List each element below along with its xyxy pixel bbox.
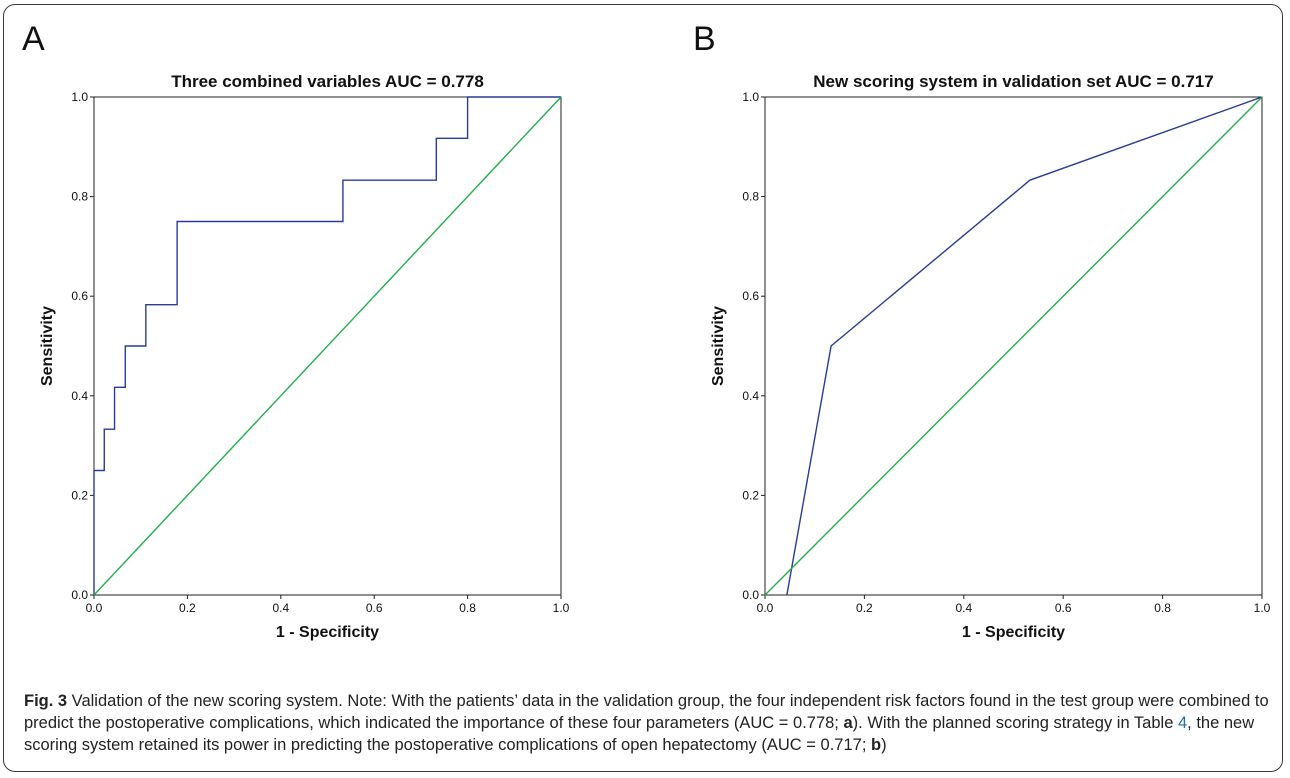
- chart-b-y-tick-label-0: 0.0: [742, 588, 759, 602]
- chart-b-y-tick-label-1: 0.2: [742, 488, 759, 502]
- chart-b-title: New scoring system in validation set AUC…: [813, 72, 1213, 91]
- chart-b-y-tick-label-3: 0.6: [742, 289, 759, 303]
- chart-a-x-axis-label: 1 - Specificity: [276, 624, 379, 641]
- chart-a-y-tick-label-1: 0.2: [71, 488, 88, 502]
- chart-b-x-tick-label-0: 0.0: [757, 601, 774, 615]
- chart-a-title: Three combined variables AUC = 0.778: [171, 72, 484, 91]
- caption-text-2: ). With the planned scoring strategy in …: [852, 714, 1178, 732]
- caption-label: Fig. 3: [24, 692, 68, 710]
- caption-bold-b: b: [871, 736, 882, 754]
- chart-b-plot-frame: [764, 96, 1263, 596]
- chart-a-y-tick-label-5: 1.0: [71, 90, 88, 104]
- chart-b-reference-line: [764, 96, 1263, 596]
- chart-b-x-axis-label: 1 - Specificity: [962, 624, 1065, 641]
- panel-b-letter: B: [693, 20, 716, 58]
- chart-b-roc-curve: [786, 96, 1263, 596]
- chart-a-x-tick-label-3: 0.6: [366, 601, 383, 615]
- chart-a-y-axis-label: Sensitivity: [39, 306, 56, 386]
- panel-a-letter: A: [22, 20, 45, 58]
- chart-b-y-tick-label-5: 1.0: [742, 90, 759, 104]
- chart-b-y-tick-label-2: 0.4: [742, 389, 759, 403]
- chart-a-plot-frame: [93, 96, 562, 596]
- chart-b-y-tick-label-4: 0.8: [742, 190, 759, 204]
- caption-text-4: ): [881, 736, 887, 754]
- chart-b-y-axis-label: Sensitivity: [710, 306, 727, 386]
- chart-b-x-tick-label-1: 0.2: [856, 601, 873, 615]
- chart-b-x-tick-label-5: 1.0: [1254, 601, 1271, 615]
- chart-a-reference-line: [93, 96, 562, 596]
- chart-a-y-tick-label-0: 0.0: [71, 588, 88, 602]
- caption-table-link[interactable]: 4: [1177, 714, 1188, 732]
- chart-a-x-tick-label-5: 1.0: [553, 601, 570, 615]
- chart-a-x-tick-label-2: 0.4: [272, 601, 289, 615]
- chart-b-x-tick-label-4: 0.8: [1154, 601, 1171, 615]
- chart-a-x-tick-label-0: 0.0: [86, 601, 103, 615]
- chart-a-y-tick-label-4: 0.8: [71, 190, 88, 204]
- figure-caption: Fig. 3 Validation of the new scoring sys…: [24, 690, 1270, 756]
- caption-text-3: , the new scoring system retained its po…: [24, 714, 1255, 754]
- caption-bold-a: a: [843, 714, 853, 732]
- roc-chart-b: New scoring system in validation set AUC…: [710, 72, 1271, 641]
- chart-a-roc-curve: [93, 96, 561, 595]
- chart-a-x-tick-label-4: 0.8: [459, 601, 476, 615]
- chart-b-x-tick-label-2: 0.4: [955, 601, 972, 615]
- chart-b-x-tick-label-3: 0.6: [1055, 601, 1072, 615]
- figure-frame: [3, 4, 1283, 772]
- caption-text-1: Validation of the new scoring system. No…: [24, 692, 1269, 732]
- chart-a-y-tick-label-2: 0.4: [71, 389, 88, 403]
- chart-a-y-tick-label-3: 0.6: [71, 289, 88, 303]
- chart-a-x-tick-label-1: 0.2: [179, 601, 196, 615]
